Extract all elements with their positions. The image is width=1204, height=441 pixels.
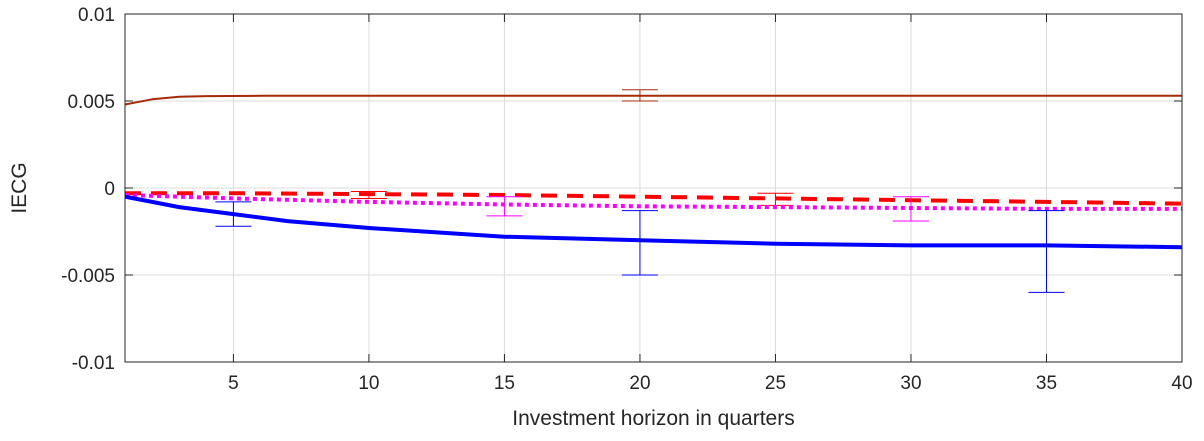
- y-tick-label: 0.01: [78, 5, 115, 26]
- error-bar: [486, 196, 523, 217]
- error-bar: [621, 210, 658, 276]
- grid-lines: [125, 13, 1183, 363]
- series-layer: [124, 89, 1183, 293]
- x-tick-label: 30: [900, 373, 921, 394]
- error-bar: [1028, 210, 1065, 293]
- x-tick-label: 10: [358, 373, 379, 394]
- x-tick-label: 40: [1171, 373, 1192, 394]
- y-axis-label: IECG: [8, 162, 31, 213]
- error-bar: [892, 196, 929, 222]
- series-2: [125, 190, 1183, 206]
- x-tick-label: 20: [629, 373, 650, 394]
- series-line: [125, 191, 1183, 206]
- series-line: [124, 193, 1182, 211]
- series-1: [124, 89, 1182, 106]
- series-4: [124, 194, 1183, 293]
- axis-ticks: 5 10 15 20 25 30 35 40 0.01 0.005 0 -0.005 -0.01: [61, 5, 1192, 394]
- x-tick-label: 25: [765, 373, 786, 394]
- series-line: [124, 194, 1183, 250]
- y-tick-label: 0: [104, 179, 115, 200]
- error-bar: [621, 89, 658, 102]
- error-bar: [350, 190, 387, 199]
- series-line: [124, 94, 1182, 106]
- y-tick-label: -0.01: [72, 353, 115, 374]
- x-tick-label: 35: [1036, 373, 1057, 394]
- series-3: [124, 193, 1182, 222]
- y-tick-label: 0.005: [67, 92, 115, 113]
- y-tick-label: -0.005: [61, 266, 115, 287]
- x-tick-label: 5: [228, 373, 239, 394]
- error-bar: [215, 201, 252, 227]
- x-tick-label: 15: [494, 373, 515, 394]
- x-axis-label: Investment horizon in quarters: [512, 407, 794, 430]
